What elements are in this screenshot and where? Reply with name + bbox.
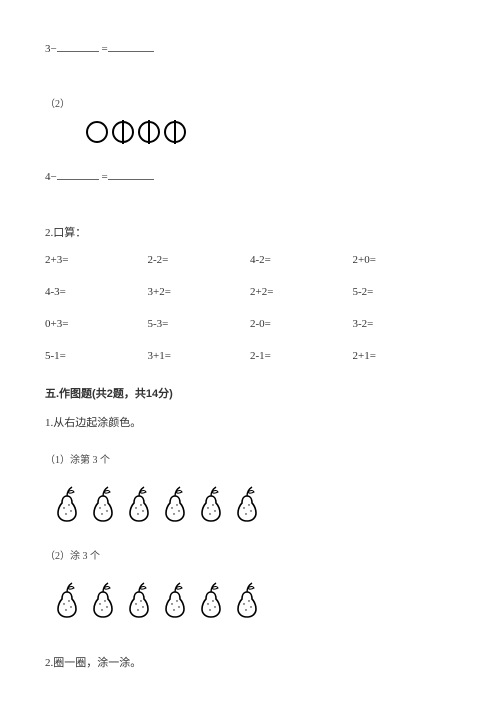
- pear-icon: [199, 486, 223, 522]
- pear-icon: [199, 582, 223, 618]
- calc-cell: 2+3=: [45, 251, 148, 271]
- pear-icon: [235, 582, 259, 618]
- calc-grid: 2+3=2-2=4-2=2+0= 4-3=3+2=2+2=5-2= 0+3=5-3=…: [45, 251, 455, 366]
- pear-icon: [91, 582, 115, 618]
- sub2-label: （2）: [45, 96, 455, 114]
- calc-cell: 2-0=: [250, 315, 353, 335]
- circles-row: [85, 120, 455, 144]
- calc-cell: 5-3=: [148, 315, 251, 335]
- q2-label: 2.圈一圈，涂一涂。: [45, 654, 455, 674]
- pear-icon: [127, 582, 151, 618]
- calc-cell: 3+2=: [148, 283, 251, 303]
- q1-sub1: （1）涂第 3 个: [45, 452, 455, 470]
- circle-crossed-icon: [137, 120, 161, 144]
- calc-cell: 2+1=: [353, 347, 456, 367]
- calc-cell: 5-1=: [45, 347, 148, 367]
- eq1-blank2[interactable]: [108, 40, 154, 52]
- eq1-lhs: 3−: [45, 43, 57, 55]
- pear-icon: [235, 486, 259, 522]
- pears-row-2: [55, 582, 455, 618]
- section5-header: 五.作图题(共2题，共14分): [45, 385, 455, 405]
- calc-cell: 3+1=: [148, 347, 251, 367]
- eq2-blank2[interactable]: [108, 168, 154, 180]
- calc-cell: 0+3=: [45, 315, 148, 335]
- pear-icon: [163, 486, 187, 522]
- calc-cell: 5-2=: [353, 283, 456, 303]
- equation-2: 4− =: [45, 168, 455, 188]
- q1-label: 1.从右边起涂颜色。: [45, 414, 455, 434]
- pear-icon: [55, 486, 79, 522]
- calc-cell: 2-1=: [250, 347, 353, 367]
- equation-1: 3− =: [45, 40, 455, 60]
- eq2-eq: =: [99, 171, 108, 183]
- eq1-blank1[interactable]: [57, 40, 99, 52]
- circle-crossed-icon: [111, 120, 135, 144]
- pears-row-1: [55, 486, 455, 522]
- eq1-eq: =: [99, 43, 108, 55]
- calc-cell: 4-2=: [250, 251, 353, 271]
- calc-cell: 4-3=: [45, 283, 148, 303]
- mental-calc-label: 2.口算：: [45, 224, 455, 244]
- calc-cell: 2-2=: [148, 251, 251, 271]
- eq2-lhs: 4−: [45, 171, 57, 183]
- pear-icon: [55, 582, 79, 618]
- q1-sub2: （2）涂 3 个: [45, 548, 455, 566]
- calc-cell: 3-2=: [353, 315, 456, 335]
- pear-icon: [91, 486, 115, 522]
- pear-icon: [163, 582, 187, 618]
- circle-icon: [85, 120, 109, 144]
- circle-crossed-icon: [163, 120, 187, 144]
- eq2-blank1[interactable]: [57, 168, 99, 180]
- calc-cell: 2+0=: [353, 251, 456, 271]
- pear-icon: [127, 486, 151, 522]
- calc-cell: 2+2=: [250, 283, 353, 303]
